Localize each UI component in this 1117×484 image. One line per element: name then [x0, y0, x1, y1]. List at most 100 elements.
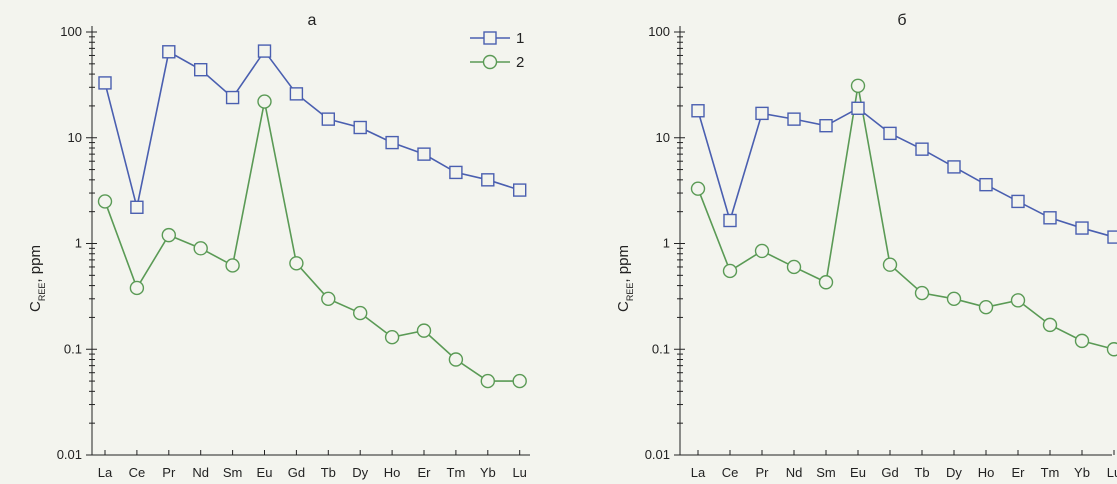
- series-1-point: [289, 87, 304, 101]
- series-2-point: [754, 243, 770, 259]
- x-tick-label: La: [98, 465, 113, 480]
- series-2-point: [321, 291, 336, 306]
- y-axis-label-subscript: REE: [625, 283, 635, 302]
- x-tick-label: La: [691, 465, 706, 480]
- legend-2-label: 2: [516, 54, 524, 71]
- chart-panel-b: 0.01 0.1 1 10 100 La Ce Pr Nd Sm Eu Gd Tb Dy Ho Er Tm Yb L…: [615, 12, 1117, 480]
- series-1-point: [755, 106, 769, 121]
- series-1-point: [353, 120, 367, 135]
- series-1-point: [1011, 194, 1025, 209]
- x-tick-label: Pr: [162, 465, 176, 480]
- x-tick-label: Nd: [192, 465, 209, 480]
- series-1-point: [257, 44, 272, 58]
- series-1-point: [787, 112, 801, 126]
- series-2-point: [978, 299, 994, 315]
- series-1-point: [883, 126, 897, 141]
- series-2-point: [225, 258, 240, 273]
- series-2-point: [384, 330, 400, 345]
- series-1-point: [193, 63, 208, 77]
- series-1-point: [449, 165, 463, 180]
- x-tick-label: Gd: [288, 465, 305, 480]
- x-tick-label: Lu: [1107, 465, 1117, 480]
- y-tick-label: 0.1: [64, 341, 82, 356]
- series-2-point: [1042, 317, 1058, 333]
- y-axis-label-main: C: [615, 301, 632, 312]
- y-axis-label: CREE, ppm: [27, 245, 47, 312]
- series-1-point: [947, 160, 961, 174]
- y-axis-label-unit: , ppm: [615, 245, 632, 283]
- series-1-point: [513, 183, 527, 197]
- series-2-point: [257, 94, 272, 109]
- x-tick-label: Tb: [321, 465, 336, 480]
- x-tick-label: Gd: [881, 465, 898, 480]
- series-1-point: [225, 90, 240, 105]
- series-1-point: [130, 200, 144, 214]
- x-tick-label: Eu: [850, 465, 866, 480]
- x-tick-label: Tb: [914, 465, 929, 480]
- panel-title: а: [308, 12, 317, 29]
- panel-title: б: [897, 12, 906, 29]
- series-2-point: [193, 241, 208, 256]
- x-tick-label: Ce: [722, 465, 739, 480]
- series-2-point: [850, 78, 866, 93]
- series-2-point: [353, 305, 368, 321]
- y-axis-label: CREE, ppm: [615, 245, 635, 312]
- series-1-point: [1075, 221, 1089, 235]
- series-2-point: [289, 256, 304, 271]
- series-2-point: [1074, 333, 1090, 349]
- series-1-point: [417, 147, 431, 161]
- y-axis-label-unit: , ppm: [27, 245, 44, 283]
- series-1-point: [851, 101, 865, 115]
- series-2-point: [161, 227, 177, 243]
- series-1-point: [819, 119, 833, 133]
- series-2-point: [1106, 342, 1117, 357]
- x-tick-label: Er: [1012, 465, 1026, 480]
- y-tick-label: 100: [648, 24, 670, 39]
- y-tick-label: 0.01: [645, 447, 670, 462]
- series-1-point: [979, 177, 993, 192]
- y-tick-label: 0.1: [652, 341, 670, 356]
- series-2-point: [480, 373, 495, 389]
- series-2-point: [946, 291, 962, 306]
- y-tick-label: 0.01: [57, 447, 82, 462]
- legend-1-marker: [483, 31, 497, 45]
- series-1-point: [691, 104, 705, 118]
- x-tick-label: Tm: [447, 465, 466, 480]
- series-2-point: [416, 323, 432, 338]
- y-tick-label: 10: [656, 130, 670, 145]
- series-1-point: [481, 173, 495, 187]
- y-axis-label-subscript: REE: [37, 283, 47, 302]
- y-tick-label: 10: [68, 130, 82, 145]
- y-tick-label: 1: [663, 236, 670, 251]
- series-2-point: [512, 373, 527, 389]
- x-tick-label: Dy: [352, 465, 368, 480]
- x-tick-label: Yb: [1074, 465, 1090, 480]
- x-tick-label: Ce: [129, 465, 146, 480]
- series-2-point: [97, 194, 113, 209]
- series-2-point: [690, 181, 706, 196]
- x-tick-label: Dy: [946, 465, 962, 480]
- series-1-line: [104, 49, 520, 208]
- series-1-point: [162, 45, 176, 59]
- series-1-point: [321, 112, 335, 126]
- series-2-point: [129, 280, 145, 296]
- x-tick-label: Sm: [816, 465, 836, 480]
- series-2-point: [722, 263, 738, 279]
- legend-1-label: 1: [516, 30, 524, 47]
- y-tick-label: 1: [75, 236, 82, 251]
- x-tick-label: Yb: [480, 465, 496, 480]
- series-1-point: [1043, 211, 1057, 225]
- x-tick-label: Nd: [786, 465, 803, 480]
- y-axis-label-main: C: [27, 301, 44, 312]
- x-tick-label: Lu: [512, 465, 526, 480]
- legend-2-marker: [482, 54, 498, 70]
- series-2-point: [448, 352, 464, 367]
- series-2-point: [882, 257, 898, 272]
- series-2-point: [914, 285, 930, 301]
- x-tick-label: Sm: [223, 465, 243, 480]
- series-2-point: [786, 259, 802, 275]
- series-1-point: [98, 76, 112, 90]
- series-1-point: [723, 213, 737, 228]
- x-tick-label: Er: [418, 465, 432, 480]
